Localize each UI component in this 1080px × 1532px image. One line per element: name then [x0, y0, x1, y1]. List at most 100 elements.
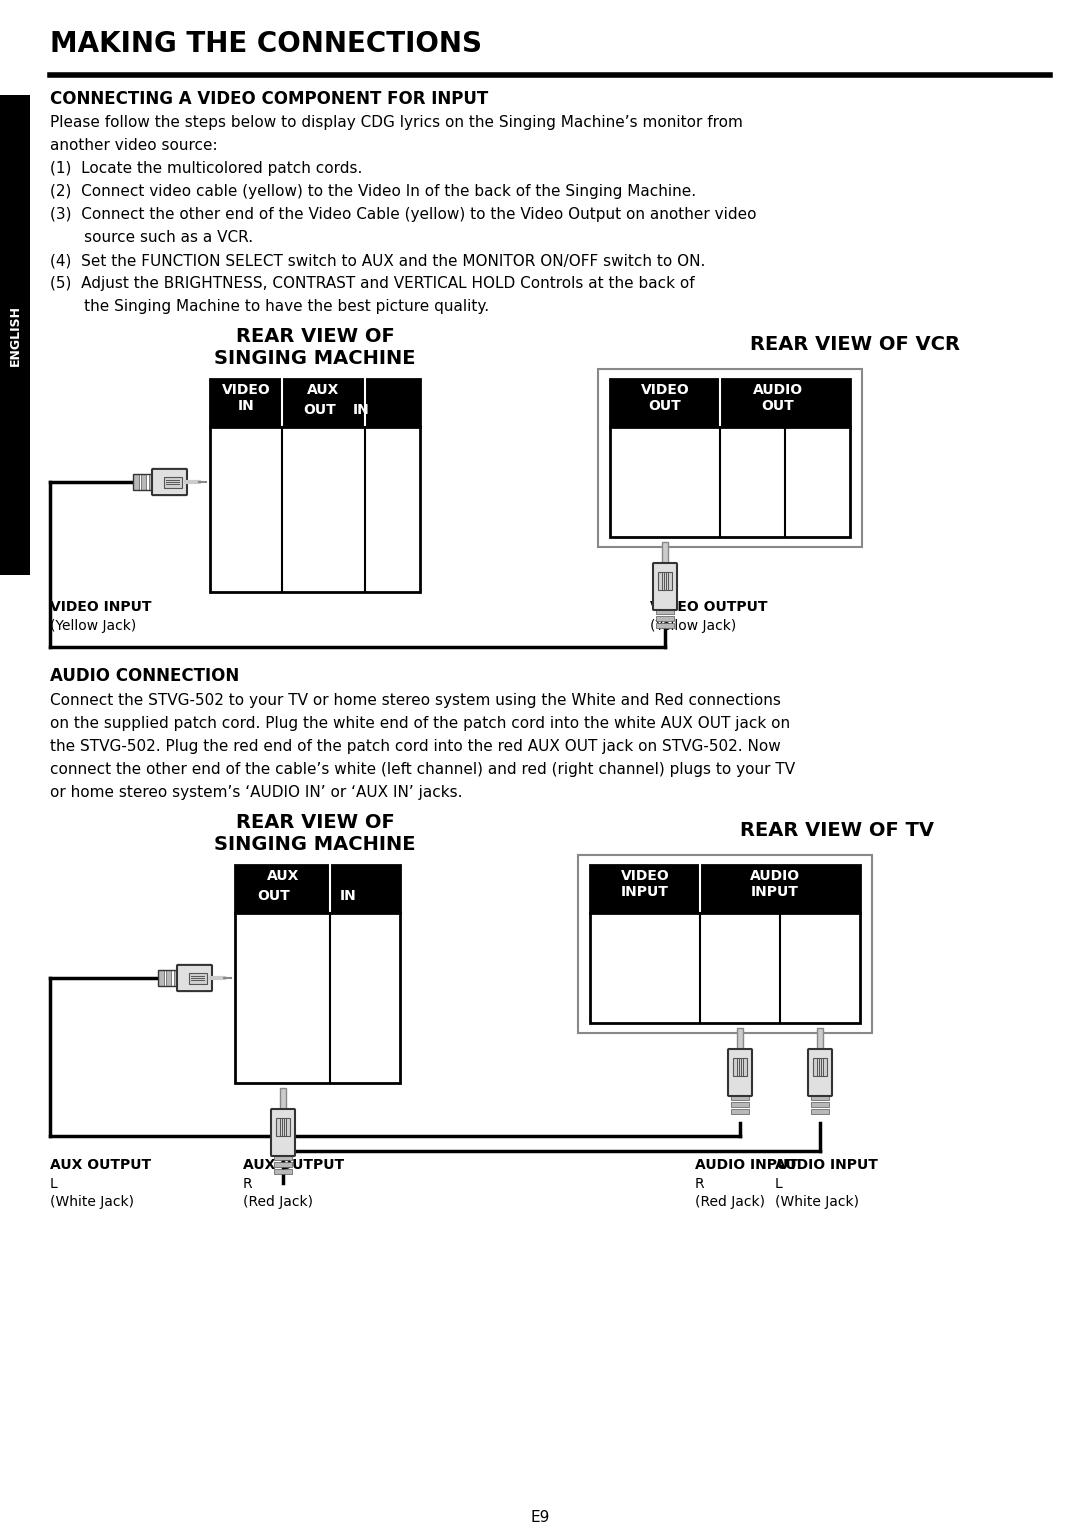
- Bar: [813, 1059, 827, 1075]
- Text: L: L: [815, 959, 825, 977]
- Bar: [133, 475, 138, 490]
- Bar: [590, 913, 860, 1023]
- Text: VIDEO
IN: VIDEO IN: [221, 383, 270, 414]
- Bar: [598, 369, 862, 547]
- Bar: [662, 542, 669, 564]
- Bar: [280, 1088, 286, 1111]
- Text: (White Jack): (White Jack): [50, 1195, 134, 1209]
- Text: IN: IN: [353, 403, 369, 417]
- Bar: [737, 1028, 743, 1049]
- Text: L: L: [318, 466, 328, 484]
- Text: L: L: [775, 1177, 783, 1190]
- Text: E9: E9: [530, 1511, 550, 1524]
- Text: Please follow the steps below to display CDG lyrics on the Singing Machine’s mon: Please follow the steps below to display…: [50, 115, 743, 130]
- Bar: [189, 970, 194, 985]
- Bar: [610, 427, 850, 538]
- Text: (3)  Connect the other end of the Video Cable (yellow) to the Video Output on an: (3) Connect the other end of the Video C…: [50, 207, 756, 222]
- FancyBboxPatch shape: [177, 965, 212, 991]
- Bar: [274, 1169, 292, 1174]
- FancyBboxPatch shape: [808, 1049, 832, 1095]
- Bar: [578, 855, 872, 1033]
- Text: REAR VIEW OF: REAR VIEW OF: [235, 813, 394, 832]
- Bar: [733, 1059, 747, 1075]
- Bar: [189, 973, 206, 984]
- Bar: [731, 1102, 750, 1108]
- Bar: [811, 1109, 829, 1114]
- Text: the STVG-502. Plug the red end of the patch cord into the red AUX OUT jack on ST: the STVG-502. Plug the red end of the pa…: [50, 738, 781, 754]
- Bar: [656, 610, 674, 614]
- Text: source such as a VCR.: source such as a VCR.: [50, 230, 253, 245]
- Text: OUT: OUT: [231, 561, 260, 574]
- Bar: [149, 475, 154, 490]
- FancyBboxPatch shape: [728, 1049, 752, 1095]
- Text: L: L: [813, 473, 823, 490]
- Text: another video source:: another video source:: [50, 138, 218, 153]
- Bar: [210, 378, 420, 427]
- Text: VIDEO INPUT: VIDEO INPUT: [50, 601, 151, 614]
- Bar: [274, 1155, 292, 1160]
- Bar: [235, 866, 400, 913]
- Text: connect the other end of the cable’s white (left channel) and red (right channel: connect the other end of the cable’s whi…: [50, 761, 795, 777]
- Text: (5)  Adjust the BRIGHTNESS, CONTRAST and VERTICAL HOLD Controls at the back of: (5) Adjust the BRIGHTNESS, CONTRAST and …: [50, 276, 694, 291]
- Text: (Red Jack): (Red Jack): [696, 1195, 765, 1209]
- Text: AUDIO INPUT: AUDIO INPUT: [696, 1158, 798, 1172]
- Text: AUDIO
OUT: AUDIO OUT: [753, 383, 804, 414]
- Bar: [174, 970, 179, 985]
- Text: R: R: [744, 473, 756, 490]
- Bar: [140, 475, 147, 490]
- Text: MAKING THE CONNECTIONS: MAKING THE CONNECTIONS: [50, 31, 482, 58]
- Text: L: L: [50, 1177, 57, 1190]
- Text: AUX OUTPUT: AUX OUTPUT: [50, 1158, 151, 1172]
- Text: OUT: OUT: [257, 889, 289, 902]
- Text: R: R: [243, 1177, 253, 1190]
- Text: OUT: OUT: [303, 403, 336, 417]
- FancyBboxPatch shape: [271, 1109, 295, 1157]
- Text: or home stereo system’s ‘AUDIO IN’ or ‘AUX IN’ jacks.: or home stereo system’s ‘AUDIO IN’ or ‘A…: [50, 784, 462, 800]
- Bar: [276, 1118, 291, 1137]
- Bar: [811, 1095, 829, 1100]
- Bar: [656, 624, 674, 628]
- Text: SINGING MACHINE: SINGING MACHINE: [214, 835, 416, 853]
- Text: AUX: AUX: [307, 383, 339, 397]
- Bar: [166, 970, 172, 985]
- Text: L: L: [278, 959, 288, 977]
- Bar: [590, 866, 860, 913]
- Bar: [610, 378, 850, 427]
- Text: (2)  Connect video cable (yellow) to the Video In of the back of the Singing Mac: (2) Connect video cable (yellow) to the …: [50, 184, 697, 199]
- Bar: [133, 475, 175, 490]
- Bar: [164, 476, 181, 487]
- Text: VIDEO OUTPUT: VIDEO OUTPUT: [650, 601, 768, 614]
- Text: VIDEO
INPUT: VIDEO INPUT: [621, 869, 670, 899]
- Text: REAR VIEW OF VCR: REAR VIEW OF VCR: [750, 336, 960, 354]
- Text: (Red Jack): (Red Jack): [243, 1195, 313, 1209]
- Bar: [158, 970, 200, 985]
- Bar: [274, 1161, 292, 1167]
- Text: AUX OUTPUT: AUX OUTPUT: [243, 1158, 345, 1172]
- Text: SINGING MACHINE: SINGING MACHINE: [214, 349, 416, 368]
- Text: REAR VIEW OF TV: REAR VIEW OF TV: [740, 821, 934, 840]
- Text: REAR VIEW OF: REAR VIEW OF: [235, 326, 394, 346]
- Text: CONNECTING A VIDEO COMPONENT FOR INPUT: CONNECTING A VIDEO COMPONENT FOR INPUT: [50, 90, 488, 107]
- Bar: [210, 427, 420, 591]
- Text: IN: IN: [340, 889, 356, 902]
- Bar: [157, 475, 162, 490]
- Bar: [181, 970, 187, 985]
- Bar: [816, 1028, 823, 1049]
- Bar: [164, 475, 170, 490]
- Text: (Yellow Jack): (Yellow Jack): [650, 619, 737, 633]
- Bar: [158, 970, 164, 985]
- Text: (4)  Set the FUNCTION SELECT switch to AUX and the MONITOR ON/OFF switch to ON.: (4) Set the FUNCTION SELECT switch to AU…: [50, 253, 705, 268]
- Bar: [658, 571, 672, 590]
- Bar: [731, 1109, 750, 1114]
- Text: VIDEO
OUT: VIDEO OUT: [640, 383, 689, 414]
- Text: on the supplied patch cord. Plug the white end of the patch cord into the white : on the supplied patch cord. Plug the whi…: [50, 715, 791, 731]
- Text: R: R: [733, 959, 746, 977]
- Text: AUDIO CONNECTION: AUDIO CONNECTION: [50, 666, 240, 685]
- Text: (1)  Locate the multicolored patch cords.: (1) Locate the multicolored patch cords.: [50, 161, 363, 176]
- Text: R: R: [696, 1177, 704, 1190]
- Bar: [0, 95, 30, 574]
- Text: AUDIO INPUT: AUDIO INPUT: [775, 1158, 878, 1172]
- Text: R: R: [276, 1023, 289, 1042]
- FancyBboxPatch shape: [653, 562, 677, 610]
- Text: AUDIO
INPUT: AUDIO INPUT: [750, 869, 800, 899]
